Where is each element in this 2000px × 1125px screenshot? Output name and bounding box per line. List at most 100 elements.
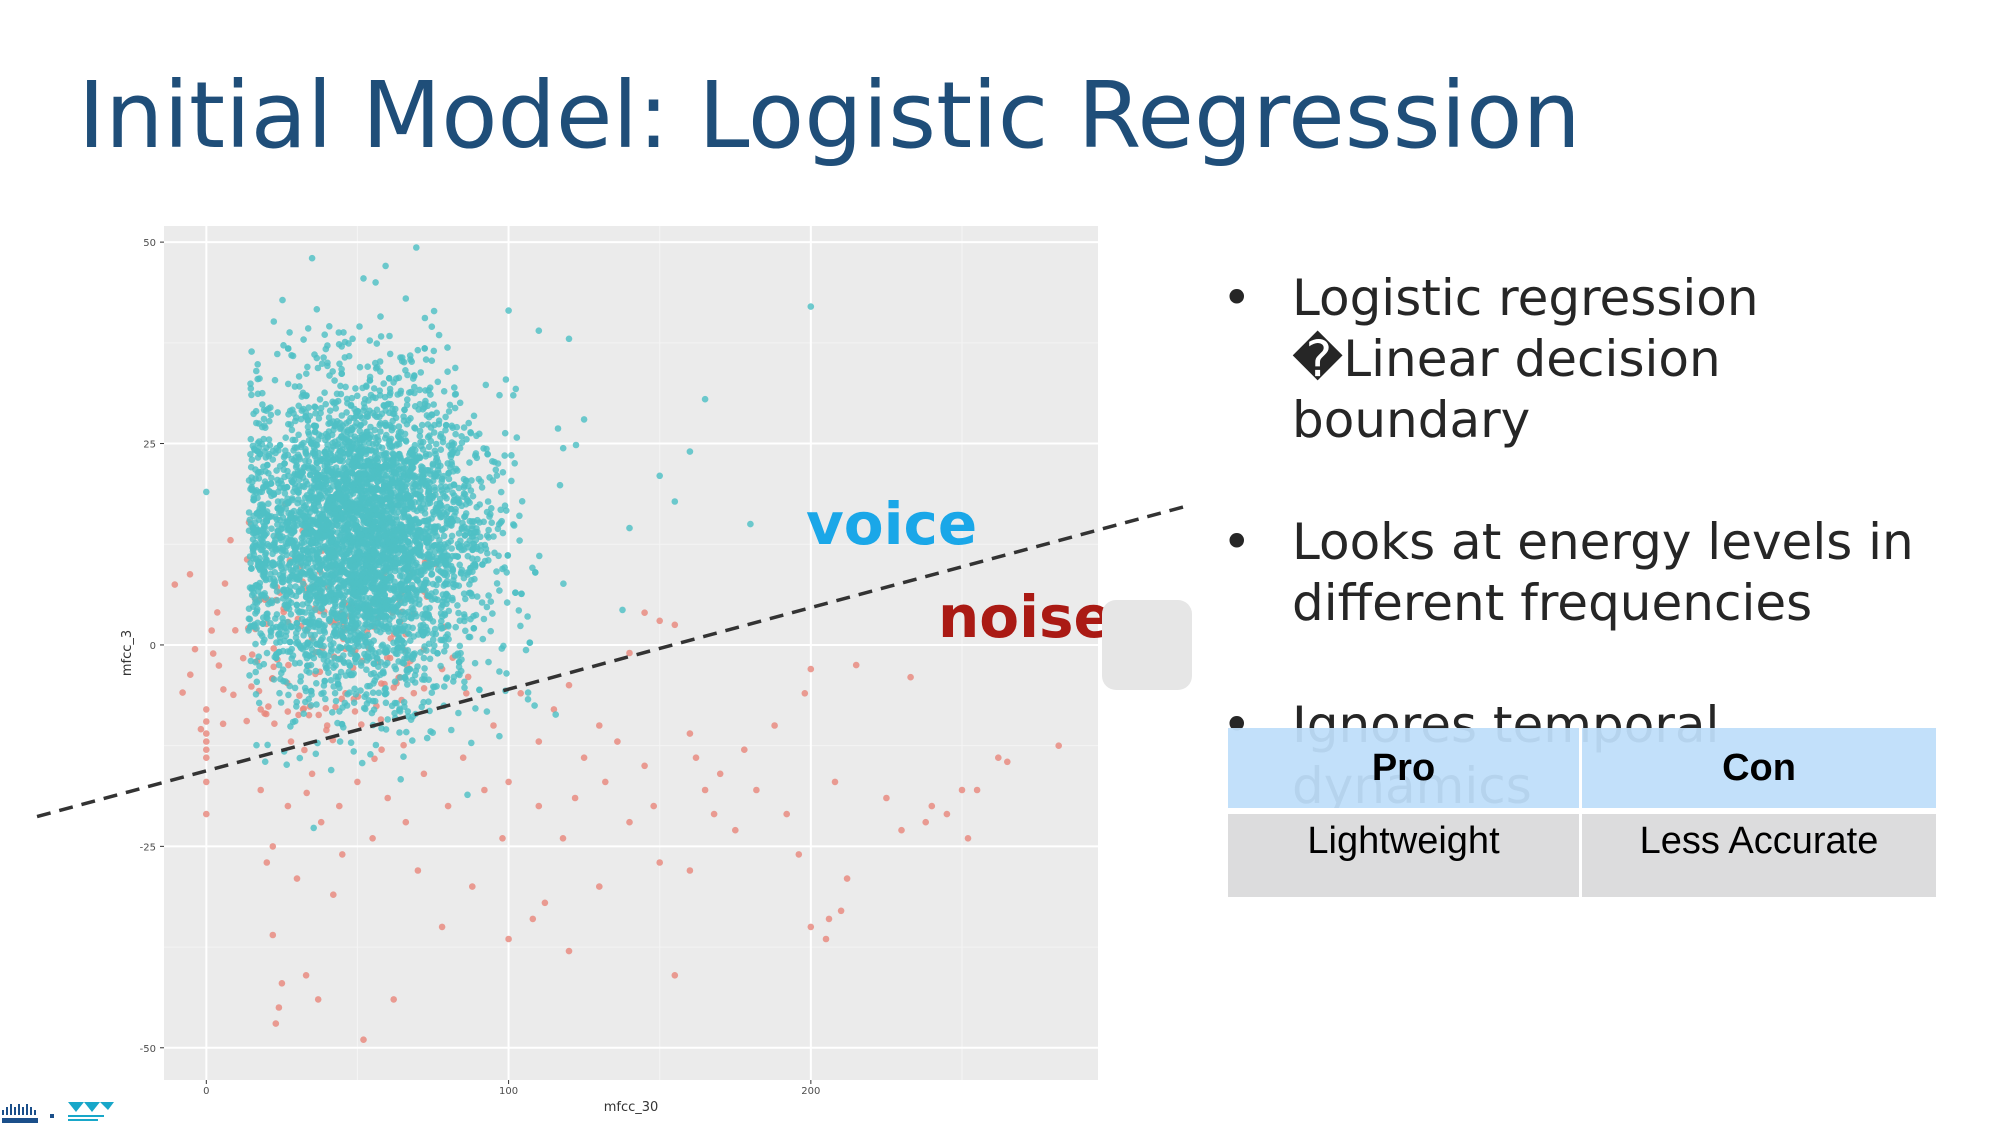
noise-point [220,686,227,693]
voice-point [265,470,272,477]
voice-point [317,404,325,412]
voice-point [329,398,336,406]
voice-point [265,500,272,508]
voice-point [358,659,365,666]
voice-point [398,529,406,537]
voice-point [426,451,433,458]
voice-point [455,484,463,492]
voice-point [499,529,507,537]
voice-point [516,512,523,520]
voice-point [346,438,353,445]
voice-point [504,552,512,559]
voice-point [442,524,449,532]
voice-point [470,412,478,420]
voice-point [414,576,421,584]
voice-point [355,475,362,483]
voice-point [356,323,363,330]
voice-point [497,488,505,496]
voice-point [265,436,273,443]
voice-point [273,516,281,523]
voice-point [456,499,463,507]
voice-point [276,441,284,449]
noise-point [300,705,308,712]
voice-point [293,556,300,563]
voice-point [400,417,408,425]
voice-point [437,622,445,630]
voice-point [261,568,268,575]
voice-point [312,559,319,566]
voice-point [293,522,301,529]
voice-point [299,601,307,608]
voice-point [284,345,292,352]
voice-point [316,566,323,573]
voice-point [255,438,263,445]
voice-point [466,459,473,466]
voice-point [461,613,468,621]
voice-point [393,516,401,524]
voice-point [252,419,260,427]
voice-point [323,565,331,572]
voice-point [471,560,478,568]
voice-point [458,566,466,574]
voice-point [425,551,433,558]
noise-point [753,786,760,794]
voice-point [274,409,282,416]
noise-point [898,826,905,834]
voice-point [247,559,254,567]
voice-point [363,428,370,436]
noise-point [243,717,250,725]
voice-point [369,558,377,566]
voice-point [282,500,290,507]
voice-point [370,585,378,592]
voice-point [312,410,319,417]
noise-point [265,703,272,710]
voice-point [462,627,469,635]
voice-point [300,710,308,717]
voice-point [324,359,331,367]
voice-point [400,698,408,706]
voice-point [432,472,440,479]
voice-point [477,478,485,485]
page-title: Initial Model: Logistic Regression [78,62,1581,169]
voice-point [292,583,299,590]
voice-point [425,640,433,648]
voice-point [430,401,438,408]
voice-point [398,637,406,644]
noise-point [559,835,567,842]
voice-point [255,699,263,707]
voice-point [288,536,295,544]
voice-point [375,689,383,697]
voice-point [452,623,460,631]
voice-point [271,580,278,587]
voice-point [423,734,431,742]
voice-point [279,546,287,554]
voice-point [310,439,317,447]
voice-point [397,390,404,397]
noise-point [302,972,310,979]
voice-point [277,699,285,706]
voice-point [287,611,295,618]
voice-point [434,575,442,583]
voice-point [335,329,343,336]
voice-point [373,340,381,347]
voice-point [300,562,307,570]
voice-point [356,506,364,513]
noise-point [278,980,286,987]
voice-point [267,411,275,419]
voice-point [396,618,403,625]
voice-point [275,447,282,454]
voice-point [368,520,376,528]
voice-point [381,623,389,631]
voice-point [263,518,271,525]
voice-point [276,689,283,697]
voice-point [373,654,381,662]
voice-point [252,640,259,648]
voice-point [288,455,296,463]
voice-point [247,380,254,388]
voice-point [323,477,330,485]
voice-point [409,375,417,382]
voice-point [358,572,365,579]
voice-point [293,629,300,637]
voice-point [396,708,404,715]
voice-point [351,685,358,693]
